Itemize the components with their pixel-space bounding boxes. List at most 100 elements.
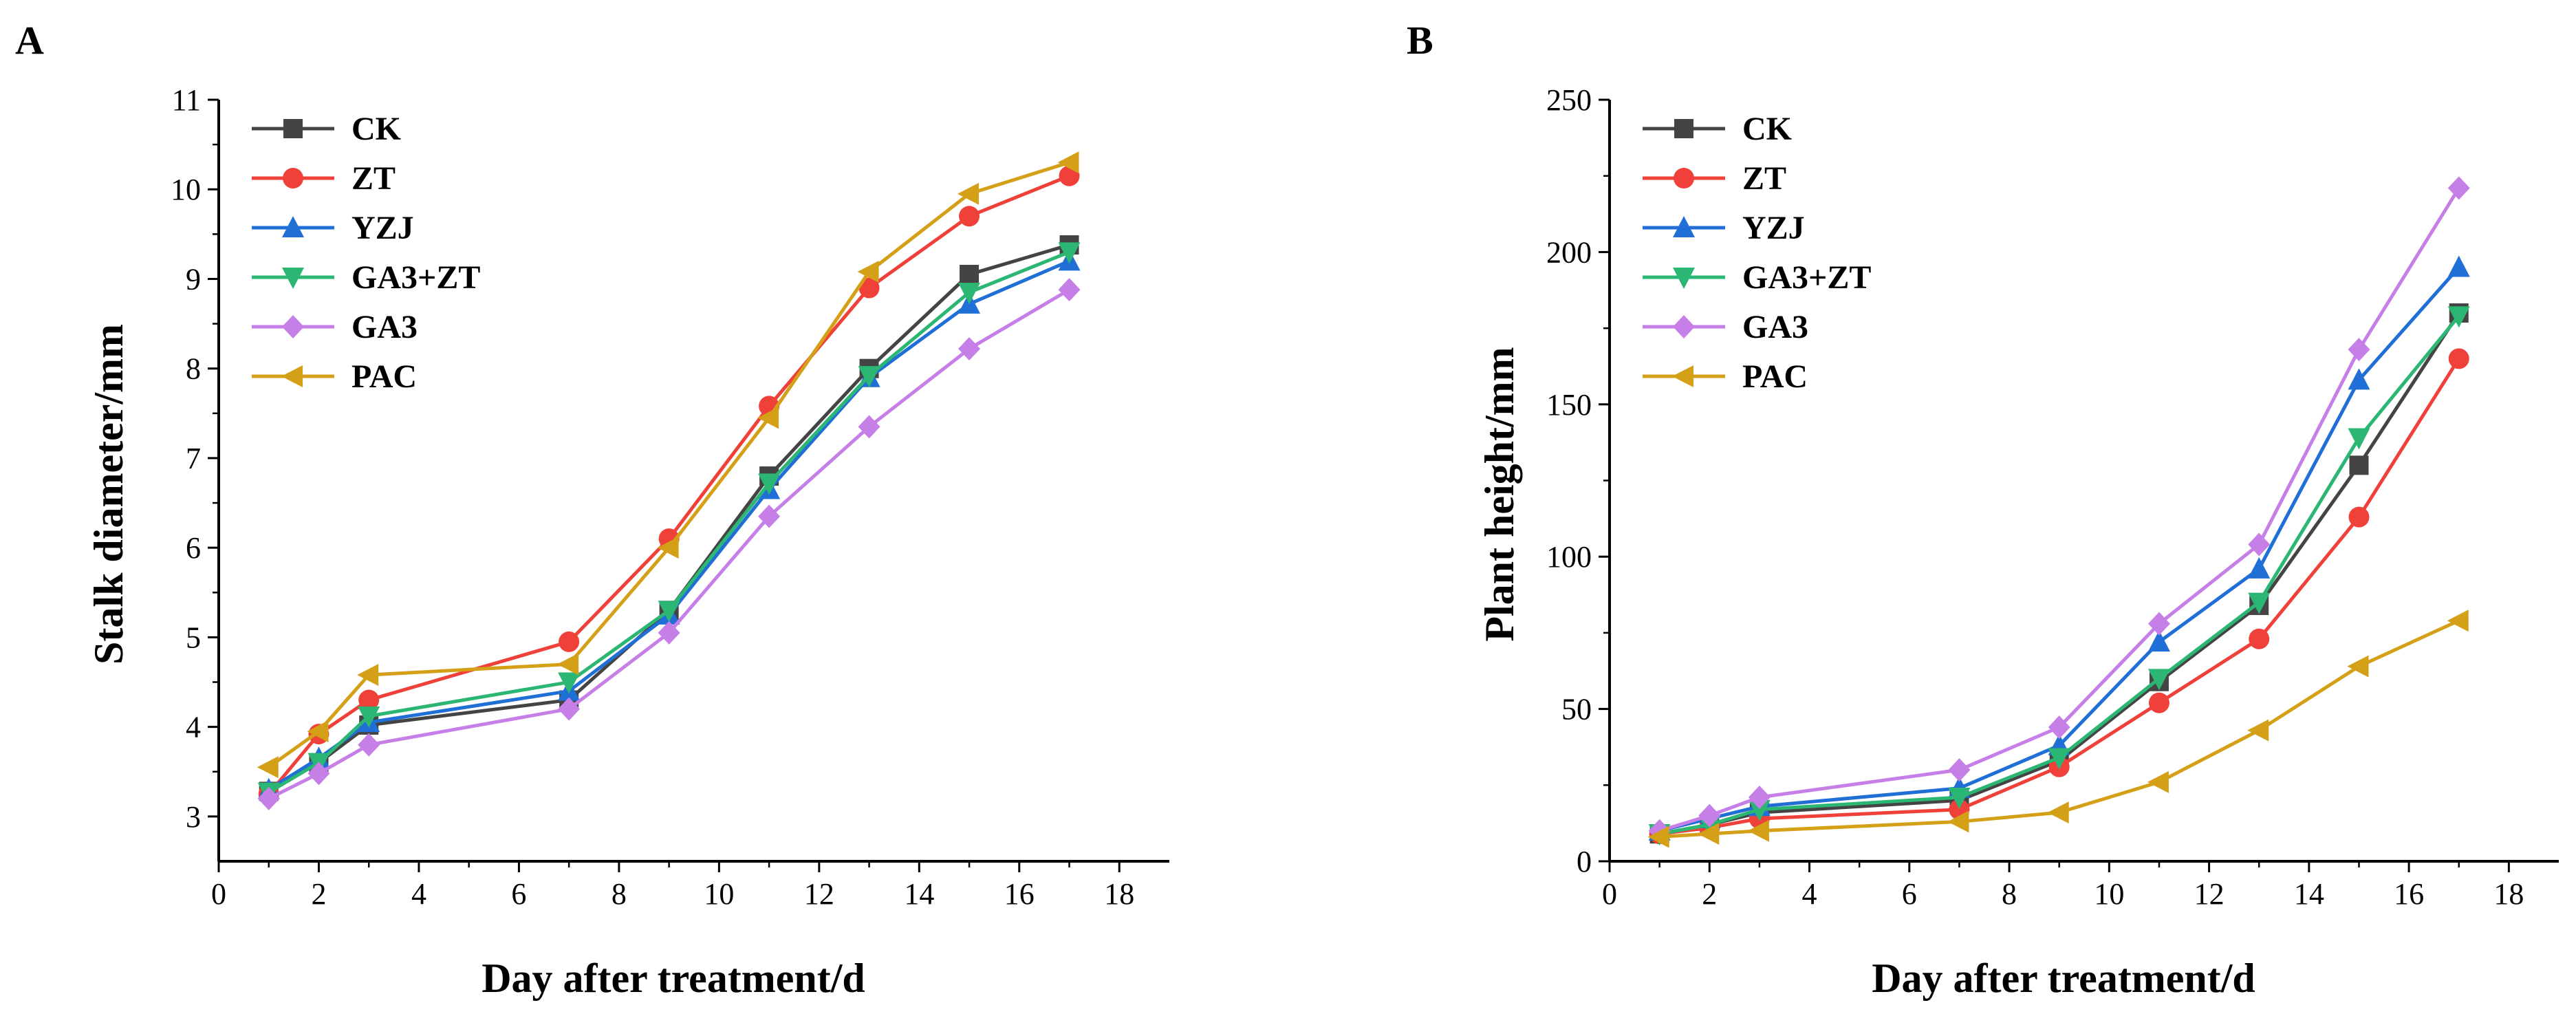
y-tick-label: 250 [1546,83,1592,117]
x-tick-label: 16 [2394,877,2424,911]
data-point-pac [2147,770,2169,793]
panel-a: A 0 2 4 6 8 10 12 14 16 18 3 4 5 6 7 8 9 10 11 Day after tre… [15,18,1169,1001]
data-point-ga3-zt [558,672,581,694]
data-point-yzj [2348,368,2370,390]
data-point-ga3-zt [1058,242,1081,264]
data-point-yzj [2447,255,2470,277]
data-point-zt [2348,506,2370,528]
data-point-ga3 [307,762,330,786]
legend-label: CK [1742,111,1792,147]
data-point-zt [2148,692,2169,713]
x-tick-label: 8 [2002,877,2017,911]
x-tick-label: 4 [1802,877,1817,911]
data-point-pac [1057,151,1079,174]
legend-marker [1674,168,1694,188]
data-point-ga3-zt [658,601,680,623]
data-point-ga3 [558,697,581,721]
y-tick-label: 6 [186,531,201,565]
y-tick-label: 10 [171,173,201,206]
data-point-yzj [2147,630,2170,652]
legend-marker [1672,365,1693,387]
legend-label: PAC [1742,358,1808,395]
x-tick-label: 4 [411,877,426,911]
data-point-ga3-zt [2048,748,2070,770]
legend-marker [283,168,303,188]
legend-label: ZT [351,160,396,197]
y-tick-label: 8 [186,352,201,386]
x-tick-label: 12 [2194,877,2225,911]
x-tick-label: 6 [1902,877,1917,911]
legend-marker [282,315,304,338]
data-point-ga3 [2348,338,2370,362]
legend-marker [282,216,304,237]
x-tick-label: 18 [2493,877,2524,911]
x-axis-title: Day after treatment/d [481,956,865,1001]
panel-b: B 0 2 4 6 8 10 12 14 16 18 0 50 100 150 200 250 Day after… [1407,18,2559,1001]
legend-marker [1673,268,1695,289]
data-point-pac [757,407,779,429]
legend-marker [281,365,303,387]
x-tick-label: 16 [1004,877,1035,911]
data-point-pac [2447,609,2469,632]
x-tick-label: 14 [2294,877,2324,911]
y-tick-label: 9 [186,262,201,296]
data-point-ga3 [2048,715,2070,740]
data-point-zt [2448,348,2469,369]
data-point-pac [307,720,329,743]
legend-label: CK [351,111,401,147]
data-point-ga3-zt [2348,428,2370,450]
legend-marker [282,268,304,289]
data-point-pac [2247,719,2269,742]
x-tick-label: 18 [1104,877,1134,911]
x-tick-label: 14 [904,877,934,911]
x-axis-title: Day after treatment/d [1872,956,2255,1001]
y-tick-label: 50 [1561,693,1592,726]
data-point-ga3-zt [858,366,880,388]
y-tick-label: 3 [186,800,201,834]
data-point-zt [959,206,980,227]
legend-label: PAC [351,358,417,395]
data-point-pac [557,653,579,676]
y-tick-label: 0 [1577,845,1592,878]
y-axis-title: Stalk diameter/mm [86,324,131,665]
data-point-ga3-zt [1748,799,1771,821]
data-point-ck [2349,455,2369,475]
panel-label: A [15,18,44,63]
legend-marker [283,119,303,138]
legend-label: YZJ [351,210,414,246]
data-point-ga3 [1058,278,1081,302]
data-point-pac [857,261,879,283]
data-point-ga3 [858,415,880,439]
y-tick-label: 100 [1546,540,1592,574]
series-line-pac [268,160,1070,769]
data-point-pac [957,182,979,205]
x-tick-label: 10 [704,877,734,911]
data-point-pac [257,756,279,779]
data-point-pac [2047,801,2069,824]
y-tick-label: 7 [186,442,201,475]
data-point-zt [858,277,880,299]
legend-marker [1673,216,1695,237]
data-point-ga3-zt [758,473,781,495]
data-point-yzj [2248,557,2271,579]
legend-label: GA3+ZT [351,259,480,296]
data-point-ga3-zt [1948,788,1971,810]
y-tick-label: 5 [186,621,201,654]
x-tick-label: 6 [511,877,526,911]
data-point-ga3 [1698,803,1721,828]
x-tick-label: 10 [2094,877,2124,911]
data-point-ga3 [358,733,380,757]
data-point-ga3-zt [958,283,981,305]
x-tick-label: 0 [211,877,226,911]
data-point-zt [2249,628,2270,649]
y-axis-title: Plant height/mm [1477,347,1522,641]
data-point-pac [2347,655,2369,678]
legend-label: GA3 [1742,309,1808,345]
legend-label: GA3+ZT [1742,259,1871,296]
data-point-zt [559,631,580,652]
legend-label: GA3 [351,309,418,345]
panel-label: B [1407,18,1433,63]
data-point-ga3 [2147,612,2170,636]
data-point-pac [657,537,679,559]
